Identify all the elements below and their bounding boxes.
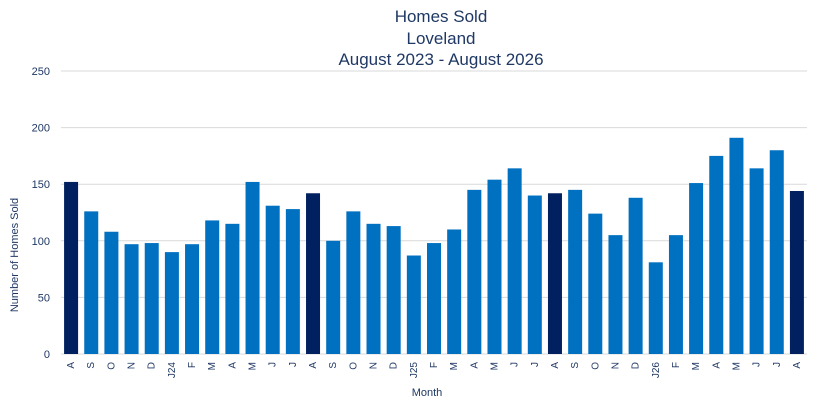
chart-title-line-2: Loveland — [406, 29, 475, 48]
x-tick-label: A — [227, 362, 238, 369]
x-tick-label: J — [268, 362, 279, 367]
bar — [326, 240, 341, 354]
bar — [689, 183, 704, 354]
x-tick-label: J — [288, 362, 299, 367]
bar — [527, 195, 542, 354]
bar — [648, 262, 663, 354]
x-tick-label: J — [752, 362, 763, 367]
y-tick-label: 150 — [32, 179, 50, 191]
bar — [185, 244, 200, 354]
bar — [467, 189, 482, 354]
bar — [104, 231, 119, 354]
bar — [386, 226, 401, 354]
x-tick-label: M — [449, 362, 460, 370]
y-tick-label: 250 — [32, 66, 50, 78]
x-tick-label: J25 — [409, 362, 420, 379]
chart-title: Homes Sold Loveland August 2023 - August… — [338, 7, 543, 69]
chart-title-line-3: August 2023 - August 2026 — [338, 50, 543, 69]
bar — [507, 168, 522, 354]
x-tick-label: J — [530, 362, 541, 367]
bar — [346, 211, 361, 354]
x-tick-label: M — [691, 362, 702, 370]
y-tick-label: 50 — [38, 292, 50, 304]
x-tick-label: A — [469, 362, 480, 369]
bar — [588, 213, 603, 354]
x-tick-label: A — [792, 362, 803, 369]
bar — [447, 229, 462, 354]
x-tick-label: S — [328, 362, 339, 369]
x-tick-label: D — [389, 362, 400, 369]
bar — [547, 193, 562, 354]
x-tick-label: D — [631, 362, 642, 369]
bar — [427, 243, 441, 354]
bar — [306, 193, 321, 354]
bar — [568, 189, 583, 354]
bar — [285, 209, 300, 354]
x-tick-label: J — [510, 362, 521, 367]
x-tick-label: S — [86, 362, 97, 369]
bar — [608, 235, 623, 354]
x-tick-label: J24 — [167, 362, 178, 379]
x-tick-label: F — [187, 362, 198, 368]
x-tick-label: N — [127, 362, 138, 369]
x-tick-label: M — [489, 362, 500, 370]
x-tick-label: A — [308, 362, 319, 369]
bar — [628, 197, 643, 354]
bar — [406, 255, 421, 354]
x-tick-label: F — [429, 362, 440, 368]
bar — [84, 211, 99, 354]
bar — [265, 205, 280, 354]
x-tick-label: A — [711, 362, 722, 369]
bar — [205, 220, 220, 354]
bar — [769, 150, 784, 354]
y-axis-label: Number of Homes Sold — [9, 198, 21, 312]
x-tick-label: S — [570, 362, 581, 369]
x-tick-label: O — [348, 362, 359, 370]
y-tick-label: 100 — [32, 236, 50, 248]
x-axis-label: Month — [412, 387, 443, 399]
bar — [668, 235, 683, 354]
bar — [64, 181, 79, 354]
y-axis-ticks: 0 50 100 150 200 250 — [32, 66, 50, 361]
bar — [225, 223, 240, 354]
bar — [366, 223, 381, 354]
x-tick-label: M — [207, 362, 218, 370]
x-tick-label: O — [590, 362, 601, 370]
x-axis-ticks: A S O N D J24 F M A M J J A S O N D J25 F M A M J J A S O N D J26 F M A M… — [66, 362, 803, 379]
bar — [245, 181, 260, 354]
bar — [729, 137, 744, 354]
chart-title-line-1: Homes Sold — [395, 7, 488, 26]
x-tick-label: A — [66, 362, 77, 369]
bar — [749, 168, 764, 354]
x-tick-label: A — [550, 362, 561, 369]
bar — [164, 252, 179, 354]
x-tick-label: M — [248, 362, 259, 370]
x-tick-label: F — [671, 362, 682, 368]
x-tick-label: N — [369, 362, 380, 369]
y-tick-label: 0 — [44, 349, 50, 361]
bar — [124, 244, 139, 354]
bars — [64, 137, 804, 354]
x-tick-label: D — [147, 362, 158, 369]
x-tick-label: O — [106, 362, 117, 370]
bar — [144, 243, 159, 354]
x-tick-label: N — [610, 362, 621, 369]
x-tick-label: J26 — [651, 362, 662, 379]
x-tick-label: M — [731, 362, 742, 370]
x-tick-label: J — [772, 362, 783, 367]
bar — [709, 155, 724, 354]
bar — [789, 190, 804, 354]
y-tick-label: 200 — [32, 123, 50, 135]
bar — [487, 179, 502, 354]
